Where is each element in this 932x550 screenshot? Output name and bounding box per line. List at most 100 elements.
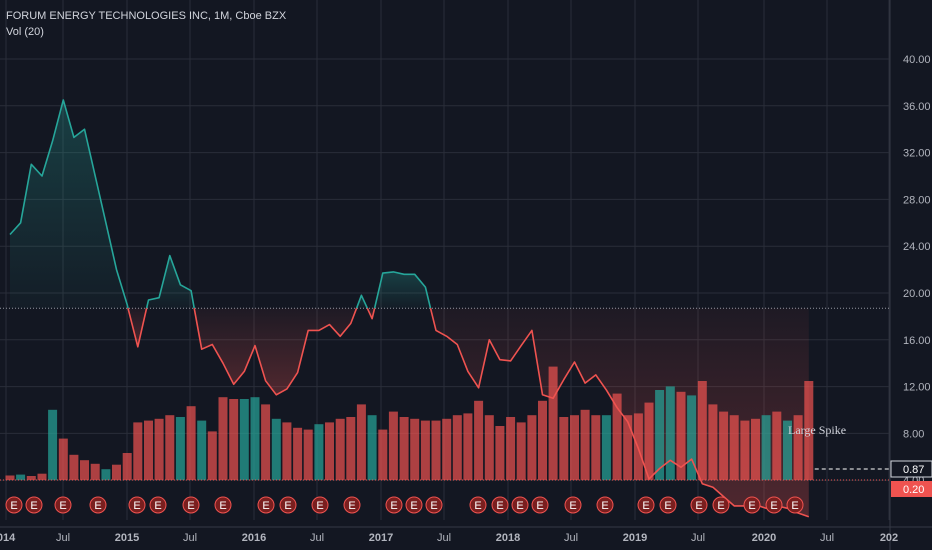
volume-bar xyxy=(655,390,665,480)
earnings-marker-bg xyxy=(786,496,804,514)
earnings-marker-label: E xyxy=(219,500,226,512)
earnings-marker[interactable]: E xyxy=(786,496,804,514)
earnings-marker-bg xyxy=(343,496,361,514)
time-axis[interactable]: 014 Jul 2015 Jul 2016 Jul 2017 Jul 2018 Jul 2019 Ju… xyxy=(0,526,932,544)
earnings-marker-bg xyxy=(54,496,72,514)
earnings-marker[interactable]: E xyxy=(564,496,582,514)
earnings-marker[interactable]: E xyxy=(279,496,297,514)
price-axis-bg xyxy=(890,0,932,550)
earnings-marker-label: E xyxy=(133,500,140,512)
volume-bar xyxy=(601,415,611,480)
volume-bar xyxy=(484,415,494,480)
volume-bar xyxy=(708,404,718,480)
earnings-marker-bg xyxy=(425,496,443,514)
earnings-marker[interactable]: E xyxy=(511,496,529,514)
chart-legend: FORUM ENERGY TECHNOLOGIES INC, 1M, Cboe … xyxy=(6,8,286,40)
volume-indicator-label[interactable]: Vol (20) xyxy=(6,26,44,38)
volume-bar xyxy=(133,422,143,480)
volume-bar xyxy=(48,409,58,480)
earnings-marker-label: E xyxy=(770,500,777,512)
earnings-marker[interactable]: E xyxy=(659,496,677,514)
area-below-baseline xyxy=(194,308,357,395)
volume-bar xyxy=(527,415,537,480)
volume-bar xyxy=(729,415,739,480)
volume-bar xyxy=(154,418,164,480)
area-above-baseline xyxy=(10,100,128,309)
volume-bar xyxy=(90,463,100,480)
earnings-marker[interactable]: E xyxy=(182,496,200,514)
symbol-title[interactable]: FORUM ENERGY TECHNOLOGIES INC, 1M, Cboe … xyxy=(6,10,287,22)
earnings-marker[interactable]: E xyxy=(257,496,275,514)
price-tick-label: 40.00 xyxy=(903,54,931,66)
volume-bar xyxy=(548,366,558,480)
volume-bar xyxy=(538,400,547,480)
volume-bar xyxy=(580,409,590,480)
volume-bar xyxy=(783,420,792,480)
earnings-marker-bg xyxy=(385,496,403,514)
time-tick-label: Jul xyxy=(820,532,834,544)
earnings-marker-label: E xyxy=(717,500,724,512)
volume-bar xyxy=(452,415,462,480)
time-tick-label: Jul xyxy=(183,532,197,544)
volume-bar xyxy=(314,424,324,480)
earnings-marker[interactable]: E xyxy=(596,496,614,514)
earnings-marker-bg xyxy=(5,496,23,514)
earnings-marker-label: E xyxy=(284,500,291,512)
earnings-marker-bg xyxy=(214,496,232,514)
earnings-marker[interactable]: E xyxy=(690,496,708,514)
earnings-marker[interactable]: E xyxy=(5,496,23,514)
earnings-marker[interactable]: E xyxy=(385,496,403,514)
volume-bar xyxy=(69,454,79,480)
earnings-marker-bg xyxy=(596,496,614,514)
price-line-up xyxy=(355,294,369,309)
earnings-marker-bg xyxy=(712,496,730,514)
earnings-marker[interactable]: E xyxy=(425,496,443,514)
earnings-marker[interactable]: E xyxy=(54,496,72,514)
earnings-marker[interactable]: E xyxy=(128,496,146,514)
price-tick-label: 32.00 xyxy=(903,148,931,160)
earnings-marker[interactable]: E xyxy=(214,496,232,514)
price-line-up xyxy=(9,99,129,309)
earnings-marker[interactable]: E xyxy=(25,496,43,514)
earnings-marker[interactable]: E xyxy=(531,496,549,514)
time-tick-label: Jul xyxy=(437,532,451,544)
earnings-marker[interactable]: E xyxy=(405,496,423,514)
volume-bar xyxy=(431,420,441,480)
earnings-marker-bg xyxy=(491,496,509,514)
last-price-label: 0.87 xyxy=(903,464,924,476)
earnings-marker[interactable]: E xyxy=(765,496,783,514)
earnings-marker[interactable]: E xyxy=(311,496,329,514)
volume-bar xyxy=(175,417,185,480)
volume-bar xyxy=(26,476,36,480)
earnings-marker[interactable]: E xyxy=(89,496,107,514)
earnings-marker[interactable]: E xyxy=(343,496,361,514)
volume-bar xyxy=(144,420,153,480)
volume-bar xyxy=(229,399,239,480)
earnings-marker-bg xyxy=(531,496,549,514)
earnings-marker[interactable]: E xyxy=(469,496,487,514)
time-tick-label: 2019 xyxy=(623,532,647,544)
volume-bar xyxy=(356,404,366,480)
volume-bar xyxy=(410,418,420,480)
time-tick-label: 2015 xyxy=(115,532,139,544)
volume-bar xyxy=(346,417,356,480)
earnings-marker[interactable]: E xyxy=(149,496,167,514)
earnings-marker[interactable]: E xyxy=(712,496,730,514)
earnings-marker[interactable]: E xyxy=(743,496,761,514)
earnings-marker[interactable]: E xyxy=(637,496,655,514)
price-line-down xyxy=(366,307,376,320)
area-above-baseline xyxy=(356,295,368,309)
earnings-marker[interactable]: E xyxy=(491,496,509,514)
earnings-marker-bg xyxy=(659,496,677,514)
volume-bar xyxy=(165,415,175,480)
time-tick-label: Jul xyxy=(310,532,324,544)
area-above-baseline xyxy=(146,255,195,309)
price-axis[interactable]: 4.008.0012.0016.0020.0024.0028.0032.0036… xyxy=(889,0,932,550)
earnings-marker-label: E xyxy=(664,500,671,512)
earnings-marker-label: E xyxy=(642,500,649,512)
volume-bar xyxy=(335,418,345,480)
volume-last-label: 0.20 xyxy=(903,484,924,496)
volume-bar xyxy=(623,415,633,480)
